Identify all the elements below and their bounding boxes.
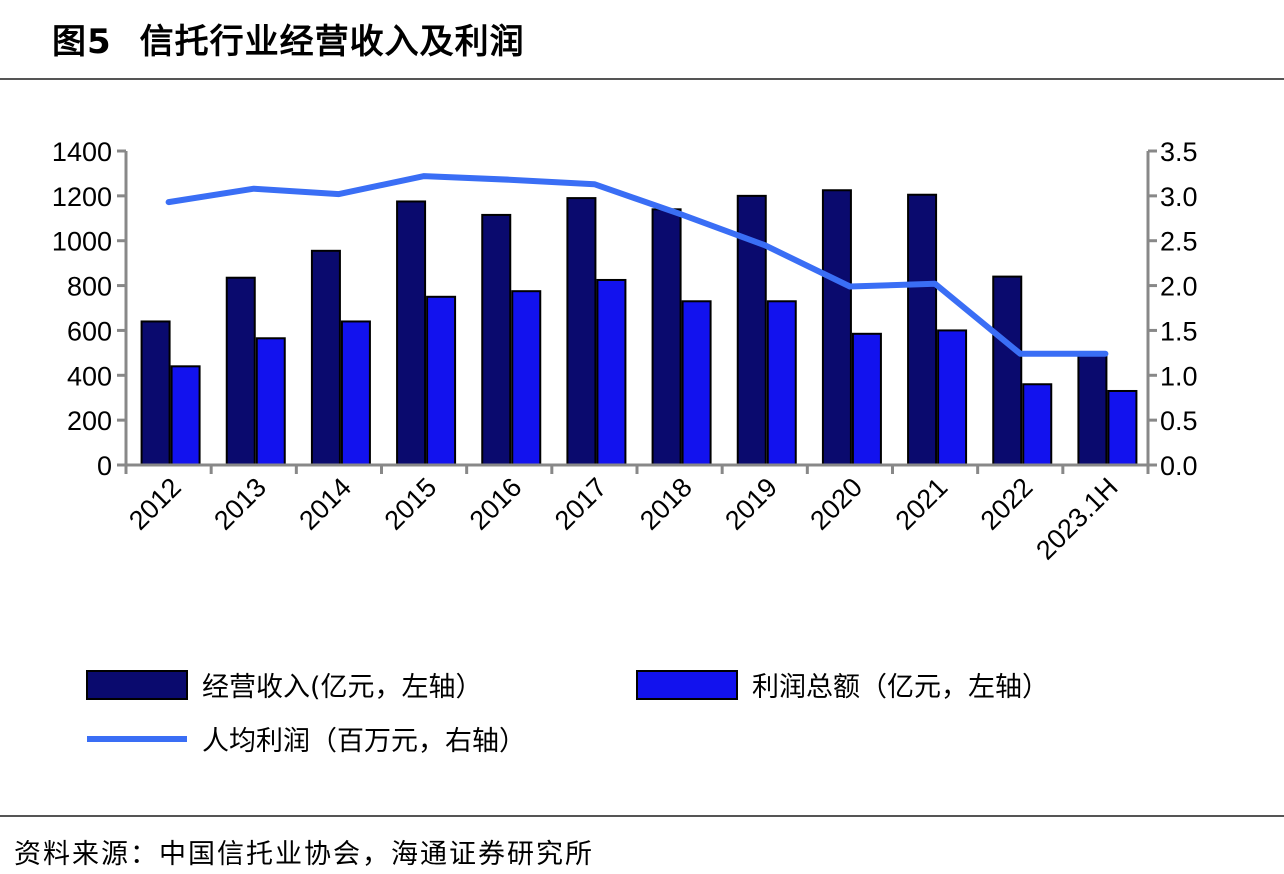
line-per-capita-profit — [165, 173, 1109, 357]
legend-label-per-capita: 人均利润（百万元，右轴） — [202, 726, 526, 757]
right-tick-label: 2.0 — [1160, 272, 1198, 302]
x-tick-label: 2016 — [464, 472, 528, 536]
bar-profit — [511, 290, 542, 466]
legend-swatch-profit — [636, 670, 738, 700]
x-tick-label: 2021 — [890, 472, 954, 536]
bar-revenue — [651, 208, 682, 466]
left-tick-label: 800 — [67, 272, 112, 302]
right-tick-label: 1.0 — [1160, 361, 1198, 391]
x-tick-label: 2013 — [208, 472, 272, 536]
x-tick-label: 2018 — [634, 472, 698, 536]
figure-label: 图5 — [52, 22, 112, 62]
bar-revenue — [140, 320, 171, 467]
figure-title: 信托行业经营收入及利润 — [139, 22, 525, 62]
x-tick-label: 2019 — [719, 472, 783, 536]
bar-profit — [170, 365, 201, 467]
legend-label-profit: 利润总额（亿元，左轴） — [752, 672, 1049, 703]
bar-revenue — [821, 189, 852, 466]
chart-title: 图5 信托行业经营收入及利润 — [52, 14, 525, 63]
x-tick-label: 2014 — [293, 472, 357, 536]
left-tick-label: 600 — [67, 316, 112, 346]
bar-profit — [937, 329, 968, 466]
bar-profit — [681, 300, 712, 466]
bar-revenue — [566, 197, 597, 466]
bar-profit — [1107, 389, 1138, 466]
right-tick-label: 2.5 — [1160, 227, 1198, 257]
left-tick-label: 1000 — [52, 227, 112, 257]
legend-label-revenue: 经营收入(亿元，左轴） — [202, 672, 483, 703]
legend-swatch-revenue — [86, 670, 188, 700]
right-tick-label: 0.0 — [1160, 451, 1198, 481]
bar-profit — [596, 278, 627, 467]
x-tick-label: 2017 — [549, 472, 613, 536]
bar-profit — [255, 337, 286, 466]
bar-revenue — [481, 213, 512, 466]
left-tick-label: 1400 — [52, 137, 112, 167]
bottom-divider — [0, 815, 1284, 817]
bar-profit — [426, 295, 457, 466]
x-tick-label: 2023.1H — [1030, 472, 1123, 565]
bar-profit — [1022, 383, 1053, 466]
bar-revenue — [310, 249, 341, 466]
left-tick-label: 0 — [97, 451, 112, 481]
bar-revenue — [907, 193, 938, 466]
bar-revenue — [992, 275, 1023, 466]
left-tick-label: 1200 — [52, 182, 112, 212]
x-tick-label: 2022 — [975, 472, 1039, 536]
bar-profit — [766, 300, 797, 466]
x-tick-label: 2012 — [123, 472, 187, 536]
bar-profit — [340, 320, 371, 467]
left-tick-label: 400 — [67, 361, 112, 391]
right-tick-label: 3.5 — [1160, 137, 1198, 167]
bar-revenue — [1077, 351, 1108, 467]
left-tick-label: 200 — [67, 406, 112, 436]
bar-revenue — [396, 200, 427, 466]
x-tick-label: 2020 — [804, 472, 868, 536]
right-tick-label: 1.5 — [1160, 316, 1198, 346]
right-tick-label: 3.0 — [1160, 182, 1198, 212]
x-tick-label: 2015 — [379, 472, 443, 536]
right-tick-label: 0.5 — [1160, 406, 1198, 436]
source-note: 资料来源：中国信托业协会，海通证券研究所 — [14, 839, 594, 870]
bar-profit — [851, 332, 882, 466]
bar-revenue — [225, 276, 256, 466]
top-divider — [0, 78, 1284, 80]
